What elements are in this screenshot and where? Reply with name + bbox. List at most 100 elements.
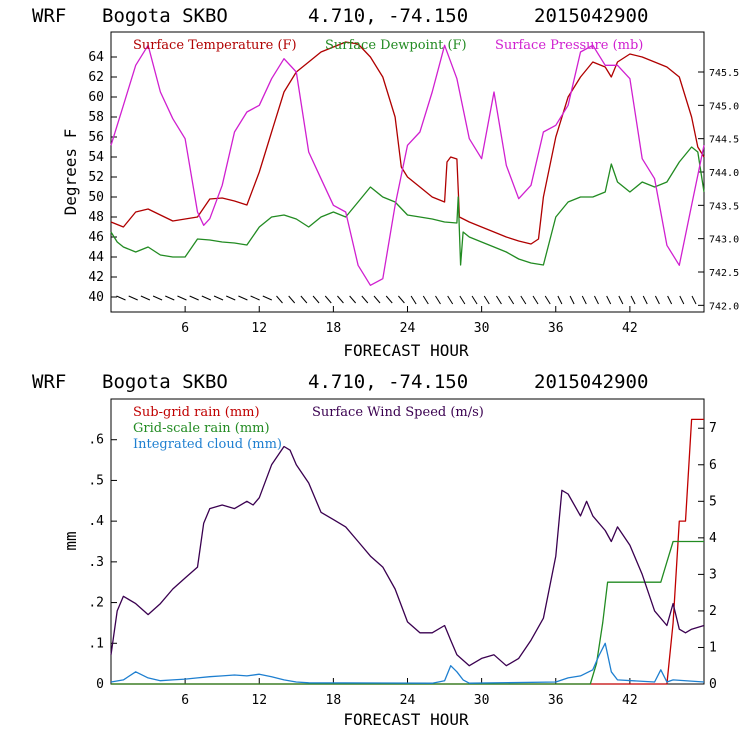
wind-barb-glyph (128, 295, 138, 301)
wind-barb-glyph (165, 295, 175, 301)
wind-barb-glyph (201, 295, 212, 301)
panel2-ytick-label: 0 (96, 677, 104, 692)
panel2-ytick-label: .6 (88, 433, 104, 448)
panel1-ytick-label: 44 (88, 250, 104, 265)
wind-barb-glyph (116, 295, 126, 301)
wind-barb-glyph (630, 295, 636, 305)
panel1-y2tick-label: 743.5 (709, 201, 739, 212)
panel1-xtick-label: 30 (474, 321, 490, 336)
wind-barb-glyph (324, 295, 332, 304)
series-line-surface-temperature-f (110, 41, 705, 245)
panel1-ytick-label: 46 (88, 230, 104, 245)
panel2-y2tick-label: 0 (709, 677, 717, 692)
panel1-xtick-label: 24 (400, 321, 416, 336)
wind-barb-glyph (312, 295, 320, 304)
panel2-y2tick-label: 1 (709, 640, 717, 655)
series-line-surface-pressure-mb (110, 44, 705, 286)
wind-barb-glyph (189, 295, 199, 301)
series-line-surface-wind-speed-m-s (110, 445, 705, 667)
panel1-y2tick-label: 743.0 (709, 235, 739, 246)
panel2-y2tick-label: 4 (709, 531, 717, 546)
wind-barb-glyph (238, 295, 248, 301)
wind-barb-glyph (544, 295, 551, 305)
wind-barb-glyph (496, 295, 502, 305)
panel1-xtick-label: 36 (548, 321, 564, 336)
legend-surface-pressure: Surface Pressure (mb) (495, 38, 643, 53)
wind-barb-glyph (398, 295, 405, 304)
panel1-xtick-label: 42 (622, 321, 638, 336)
wind-barb-glyph (361, 295, 369, 304)
legend-grid-scale-rain: Grid-scale rain (mm) (133, 421, 270, 436)
panel1-y2tick-label: 742.5 (709, 268, 739, 279)
wind-barb-glyph (410, 295, 417, 305)
series-line-surface-dewpoint-f (110, 146, 705, 266)
panel1-header-station: Bogota SKBO (102, 5, 228, 27)
panel2-y2tick-label: 5 (709, 494, 717, 509)
wind-barb-glyph (276, 295, 283, 304)
wind-barb-glyph (483, 295, 490, 305)
wind-barb-glyph (508, 295, 515, 305)
panel2-ytick-label: .3 (88, 555, 104, 570)
panel2-xtick-label: 18 (326, 693, 342, 708)
panel1-ytick-label: 54 (88, 150, 104, 165)
panel2-header-run: 2015042900 (534, 371, 648, 393)
legend-surface-wind-speed: Surface Wind Speed (m/s) (312, 405, 484, 420)
panel1-ytick-label: 58 (88, 110, 104, 125)
wind-barb-glyph (250, 295, 260, 301)
panel1-ytick-label: 56 (88, 130, 104, 145)
panel1-xlabel: FORECAST HOUR (343, 341, 469, 360)
panel2-ytick-label: .1 (88, 636, 104, 651)
panel1-header-model: WRF (32, 5, 66, 27)
panel1-ytick-label: 48 (88, 210, 104, 225)
panel1-xtick-label: 12 (251, 321, 267, 336)
wind-barb-glyph (569, 295, 575, 305)
legend-surface-dewpoint: Surface Dewpoint (F) (325, 38, 467, 53)
wind-barb-glyph (471, 295, 478, 305)
panel2-y2tick-label: 2 (709, 604, 717, 619)
wind-barb-glyph (520, 295, 527, 305)
wind-barb-glyph (654, 295, 660, 305)
panel2-xtick-label: 36 (548, 693, 564, 708)
wind-barb-glyph (667, 295, 673, 305)
wind-barb-glyph (557, 295, 563, 305)
panel1-ytick-label: 42 (88, 270, 104, 285)
wind-barb-glyph (152, 295, 163, 301)
wind-barb-glyph (594, 295, 599, 305)
panel2-xlabel: FORECAST HOUR (343, 710, 469, 729)
panel1-plot-frame (110, 31, 705, 313)
wind-barb-glyph (618, 295, 624, 305)
legend-integrated-cloud: Integrated cloud (mm) (133, 437, 282, 452)
wind-barb-glyph (679, 295, 685, 305)
panel2-ylabel: mm (61, 531, 80, 550)
series-line-sub-grid-rain-mm (111, 418, 704, 685)
panel1-xtick-label: 18 (326, 321, 342, 336)
wind-barb-glyph (213, 295, 224, 301)
wind-barb-glyph (300, 295, 308, 304)
wind-barb-glyph (373, 295, 381, 304)
panel1-y2tick-label: 745.0 (709, 101, 739, 112)
wind-barb-glyph (262, 295, 273, 301)
panel2-y2tick-label: 7 (709, 421, 717, 436)
panel2-header-coords: 4.710, -74.150 (308, 371, 468, 393)
panel1-ytick-label: 62 (88, 70, 104, 85)
panel2-xtick-label: 24 (400, 693, 416, 708)
series-line-grid-scale-rain-mm (111, 540, 704, 685)
wind-barb-glyph (349, 295, 357, 304)
legend-surface-temperature: Surface Temperature (F) (133, 38, 297, 53)
panel1-ytick-label: 50 (88, 190, 104, 205)
panel1-ytick-label: 52 (88, 170, 104, 185)
panel1-ytick-label: 64 (88, 50, 104, 65)
wind-barb-glyph (226, 295, 236, 301)
panel1-ytick-label: 60 (88, 90, 104, 105)
legend-subgrid-rain: Sub-grid rain (mm) (133, 405, 260, 420)
temperature-panel: WRF Bogota SKBO 4.710, -74.150 201504290… (32, 5, 739, 360)
panel2-ytick-label: .5 (88, 473, 104, 488)
wind-barb-glyph (447, 295, 454, 305)
wind-barb-glyph (642, 295, 648, 305)
wind-barb-glyph (140, 295, 151, 301)
precip-wind-panel: WRF Bogota SKBO 4.710, -74.150 201504290… (32, 371, 717, 729)
panel2-xtick-label: 30 (474, 693, 490, 708)
panel2-xtick-label: 42 (622, 693, 638, 708)
wind-barb-glyph (581, 295, 587, 305)
